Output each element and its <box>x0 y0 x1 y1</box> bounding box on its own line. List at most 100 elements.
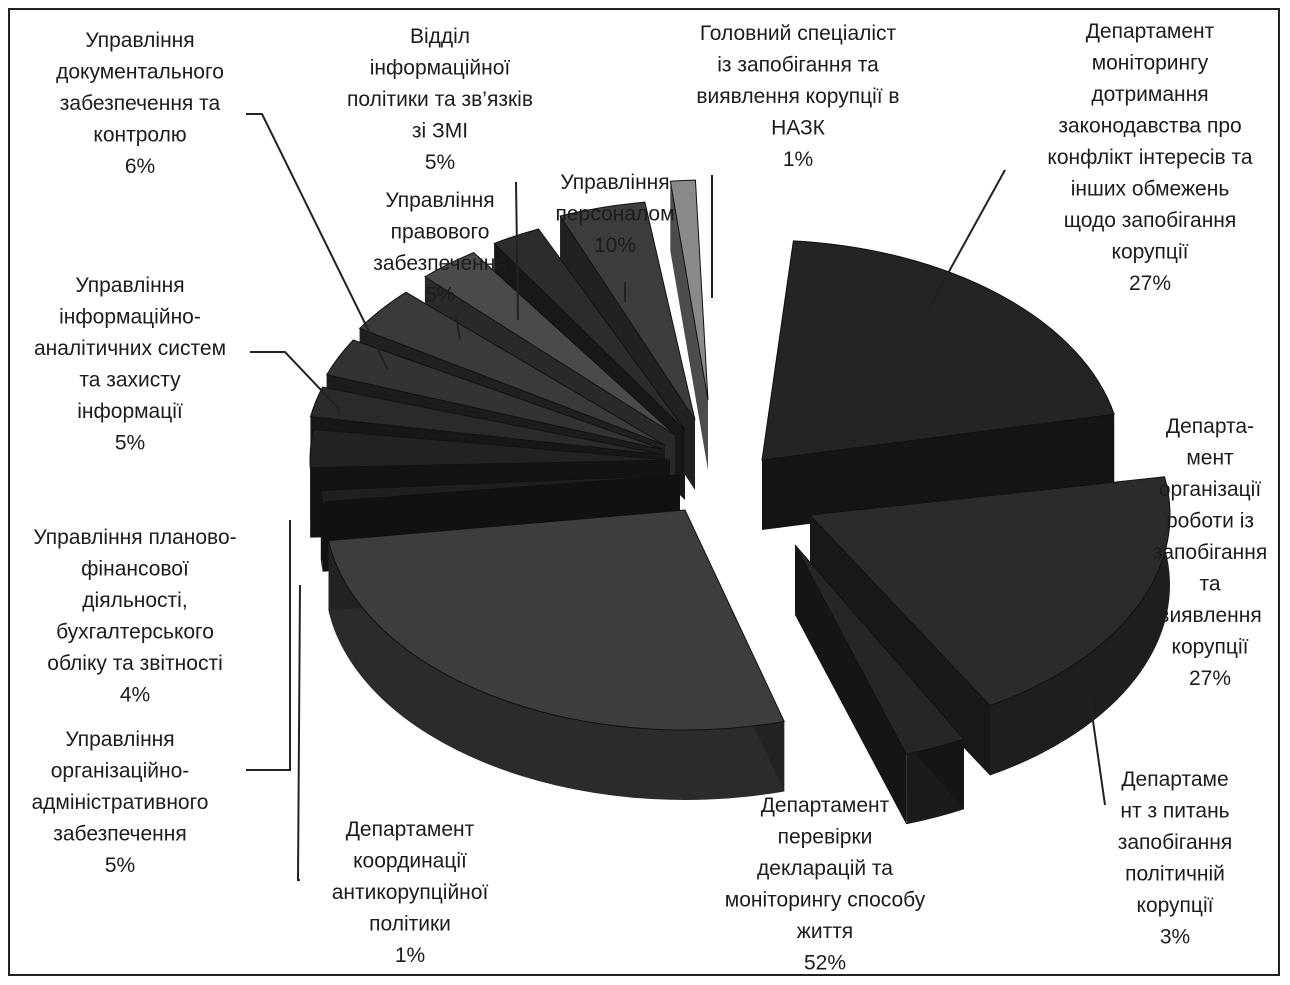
slice-label: Департаме нт з питань запобігання політичні… <box>1118 768 1233 949</box>
leader-lines <box>246 113 1106 881</box>
slice-top <box>669 179 709 401</box>
slice-top <box>423 252 676 436</box>
slice-label-line: Головний спеціаліст <box>700 22 897 45</box>
slice-label: Департамент координації антикорупційної пол… <box>332 818 489 967</box>
slice-percent: 4% <box>120 684 150 707</box>
slices-layer <box>309 179 1171 825</box>
slice-percent: 5% <box>425 284 455 307</box>
slice-label: Управління організаційно-адміністративног… <box>32 728 209 877</box>
slice-label-line: бухгалтерського <box>56 621 214 644</box>
slice-percent: 1% <box>783 148 813 171</box>
slice-label-line: життя <box>797 920 853 943</box>
slice-side <box>990 476 1170 776</box>
slice-side <box>328 540 785 800</box>
slice-wall <box>670 181 708 470</box>
slice-label: Управління правового забезпечення 5% <box>373 189 507 307</box>
slice-label-line: Управління <box>560 171 669 194</box>
slice-label-line: Департамент <box>1086 20 1215 43</box>
slice-label-line: правового <box>391 221 490 244</box>
leader-line <box>246 113 389 371</box>
slice-label-line: виявлення корупції в <box>696 85 899 108</box>
slice-label-line: мент <box>1186 447 1234 470</box>
slice-wall <box>810 515 990 776</box>
leader-line <box>246 520 291 771</box>
slice-label-line: та <box>1199 573 1220 596</box>
leader-line <box>515 181 519 321</box>
slice-label-line: антикорупційної <box>332 881 489 904</box>
slice-label-line: моніторингу способу <box>725 889 926 912</box>
slice-top <box>794 544 965 755</box>
slice-label-line: Департамент <box>346 818 475 841</box>
slice-percent: 1% <box>395 944 425 967</box>
slice-label-line: НАЗК <box>771 117 826 140</box>
slice-label-line: політики та зв’язків <box>347 88 533 111</box>
slice-label-line: нт з питань <box>1120 800 1229 823</box>
slice-label-line: інших обмежень <box>1071 178 1230 201</box>
slice-label-line: політичній <box>1125 863 1225 886</box>
labels-layer: Департамент моніторингу дотримання законода… <box>32 20 1268 975</box>
pie-slice <box>794 544 965 825</box>
slice-label-line: запобігання <box>1118 831 1233 854</box>
leader-line <box>924 169 1006 316</box>
slice-label-line: обліку та звітності <box>47 652 222 675</box>
slice-label-line: дотримання <box>1091 83 1208 106</box>
slice-label-line: забезпечення <box>53 823 187 846</box>
leader-line <box>455 315 461 341</box>
slice-label-line: моніторингу <box>1092 52 1209 75</box>
slice-label-line: перевірки <box>778 826 873 849</box>
slice-label-line: забезпечення <box>373 252 507 275</box>
slice-percent: 52% <box>804 952 846 975</box>
slice-label-line: корупції <box>1112 241 1189 264</box>
slice-label-line: забезпечення та <box>60 92 221 115</box>
leader-line <box>1089 699 1106 806</box>
slice-label: Управління персоналом 10% <box>555 171 674 257</box>
slice-label-line: корупції <box>1172 636 1249 659</box>
slice-label-line: запобігання <box>1153 541 1268 564</box>
pie-slice <box>669 179 709 470</box>
slice-label-line: виявлення <box>1158 604 1261 627</box>
slice-label: Управління документального забезпечення та… <box>56 29 224 178</box>
pie-slice <box>761 240 1115 531</box>
slice-top <box>808 476 1171 707</box>
slice-label-line: та захисту <box>79 369 181 392</box>
slice-label-line: Управління планово- <box>33 526 236 549</box>
leader-line <box>296 584 301 881</box>
pie-slice <box>808 476 1171 776</box>
slice-top <box>309 386 666 456</box>
slice-wall <box>762 414 1115 530</box>
slice-top <box>320 474 681 503</box>
slice-percent: 27% <box>1129 272 1171 295</box>
slice-label-line: політики <box>369 913 451 936</box>
leader-line <box>250 351 341 411</box>
slice-label: Відділ інформаційної політики та зв’язків з… <box>347 25 533 174</box>
slice-percent: 3% <box>1160 926 1190 949</box>
slice-label-line: зі ЗМІ <box>412 120 468 143</box>
slice-label-line: інформації <box>77 400 183 423</box>
slice-percent: 6% <box>125 155 155 178</box>
slice-label-line: роботи із <box>1166 510 1254 533</box>
slice-percent: 5% <box>105 854 135 877</box>
slice-label: Головний спеціаліст із запобігання та вияв… <box>696 22 899 171</box>
slice-percent: 27% <box>1189 667 1231 690</box>
slice-label-line: організації <box>1159 478 1261 501</box>
slice-label-line: контролю <box>93 124 186 147</box>
slice-label-line: корупції <box>1137 894 1214 917</box>
slice-label: Управління планово-фінансової діяльності,… <box>33 526 236 707</box>
slice-label-line: Відділ <box>410 25 470 48</box>
slice-label-line: щодо запобігання <box>1064 209 1237 232</box>
slice-label-line: діяльності, <box>82 589 187 612</box>
slice-top <box>309 428 671 469</box>
slice-top <box>358 291 666 446</box>
slice-label-line: із запобігання та <box>717 54 879 77</box>
slice-percent: 5% <box>425 151 455 174</box>
slice-wall <box>795 545 907 825</box>
slice-label-line: Управління <box>385 189 494 212</box>
slice-label-line: Департаме <box>1121 768 1228 791</box>
slice-percent: 10% <box>594 234 636 257</box>
slice-label-line: фінансової <box>81 558 189 581</box>
slice-label-line: персоналом <box>555 203 674 226</box>
slice-label-line: організаційно- <box>51 760 190 783</box>
slice-percent: 5% <box>115 432 145 455</box>
slice-label-line: координації <box>353 850 467 873</box>
